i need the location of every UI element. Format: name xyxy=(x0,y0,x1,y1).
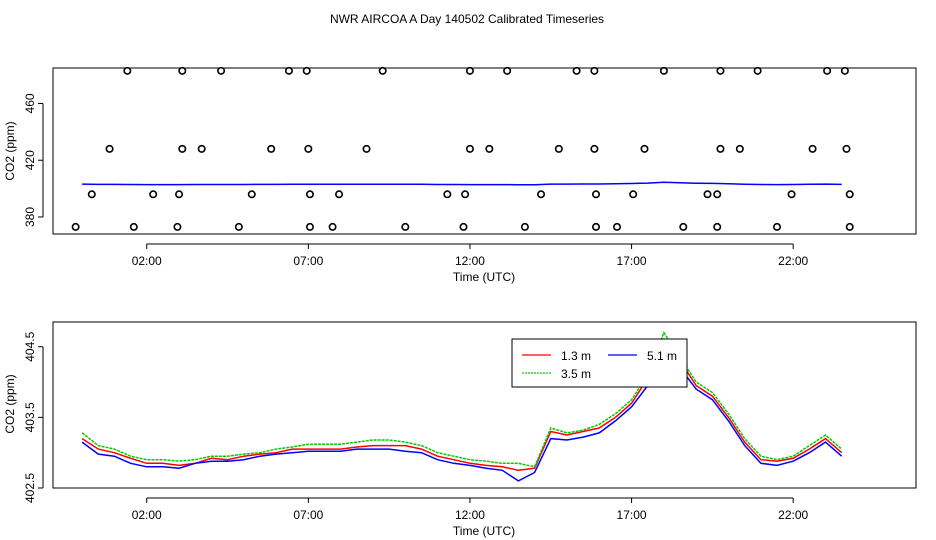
calibration-point xyxy=(129,222,138,231)
calibration-point xyxy=(640,144,649,153)
calibration-point xyxy=(659,66,668,75)
top-x-tick-label: 02:00 xyxy=(132,254,162,268)
bottom-panel-y-axis-label: CO2 (ppm) xyxy=(3,374,17,433)
calibration-point xyxy=(842,144,851,153)
bottom-y-tick-label: 403.5 xyxy=(23,402,37,432)
calibration-point xyxy=(178,66,187,75)
series-line-1-3-m xyxy=(81,341,843,472)
calibration-point xyxy=(592,190,601,199)
top-panel-y-axis-label: CO2 (ppm) xyxy=(3,121,17,180)
calibration-point xyxy=(378,66,387,75)
bottom-x-tick-label: 12:00 xyxy=(455,508,485,522)
calibration-point xyxy=(362,144,371,153)
calibration-point xyxy=(503,66,512,75)
bottom-x-tick-label: 22:00 xyxy=(778,508,808,522)
calibration-point xyxy=(461,190,470,199)
top-x-tick-label: 12:00 xyxy=(455,254,485,268)
calibration-point xyxy=(335,190,344,199)
calibration-point xyxy=(267,144,276,153)
bottom-y-tick-label: 402.5 xyxy=(23,473,37,503)
calibration-point xyxy=(753,66,762,75)
legend-label-5-1m: 5.1 m xyxy=(647,349,677,363)
legend-label-1-3m: 1.3 m xyxy=(561,349,591,363)
calibration-point xyxy=(713,190,722,199)
bottom-y-tick-label: 404.5 xyxy=(23,331,37,361)
top-panel-baseline-trace xyxy=(82,181,842,186)
calibration-point xyxy=(845,222,854,231)
calibration-point xyxy=(197,144,206,153)
calibration-point xyxy=(234,222,243,231)
calibration-point xyxy=(305,190,314,199)
calibration-point xyxy=(328,222,337,231)
calibration-point xyxy=(590,66,599,75)
bottom-x-tick-label: 17:00 xyxy=(617,508,647,522)
calibration-point xyxy=(465,144,474,153)
legend: 1.3 m 5.1 m 3.5 m xyxy=(511,338,688,388)
top-panel-calibrated-scatter: 02:00 07:00 12:00 17:00 22:00 380 420 460 Time … xyxy=(3,66,917,284)
series-line-3-5-m xyxy=(81,330,843,468)
calibration-point xyxy=(845,190,854,199)
bottom-x-tick-label: 02:00 xyxy=(132,508,162,522)
top-y-tick-label: 380 xyxy=(23,207,37,227)
calibration-point xyxy=(537,190,546,199)
calibration-point xyxy=(71,222,80,231)
calibration-point xyxy=(175,190,184,199)
calibration-point xyxy=(305,222,314,231)
calibration-point xyxy=(459,222,468,231)
calibration-point xyxy=(302,66,311,75)
calibration-point xyxy=(679,222,688,231)
calibration-point xyxy=(87,190,96,199)
top-panel-plot-frame xyxy=(52,67,917,235)
calibration-point xyxy=(284,66,293,75)
calibration-point xyxy=(613,222,622,231)
calibration-point xyxy=(105,144,114,153)
bottom-panel-x-axis-label: Time (UTC) xyxy=(453,524,515,538)
calibration-point xyxy=(520,222,529,231)
calibration-point xyxy=(629,190,638,199)
calibration-point xyxy=(840,66,849,75)
calibration-point xyxy=(716,144,725,153)
calibration-point xyxy=(735,144,744,153)
top-panel-x-axis-label: Time (UTC) xyxy=(453,270,515,284)
calibration-point xyxy=(590,144,599,153)
calibration-point xyxy=(217,66,226,75)
calibration-point xyxy=(304,144,313,153)
calibration-point xyxy=(787,190,796,199)
calibration-point xyxy=(703,190,712,199)
top-x-tick-label: 07:00 xyxy=(293,254,323,268)
top-x-tick-label: 22:00 xyxy=(778,254,808,268)
calibration-point xyxy=(465,66,474,75)
bottom-panel-co2-lines: 02:00 07:00 12:00 17:00 22:00 402.5 403.5 404.5… xyxy=(3,321,917,538)
calibration-point xyxy=(485,144,494,153)
legend-box xyxy=(511,338,688,388)
calibration-point xyxy=(123,66,132,75)
chart-title: NWR AIRCOA A Day 140502 Calibrated Times… xyxy=(330,12,604,26)
calibration-point xyxy=(173,222,182,231)
calibration-point xyxy=(149,190,158,199)
calibration-point xyxy=(572,66,581,75)
calibration-point xyxy=(823,66,832,75)
calibration-point xyxy=(773,222,782,231)
top-y-tick-label: 460 xyxy=(23,93,37,113)
calibration-point xyxy=(808,144,817,153)
series-line-5-1-m xyxy=(81,337,843,482)
calibration-point xyxy=(554,144,563,153)
calibration-point xyxy=(178,144,187,153)
bottom-panel-plot-frame xyxy=(52,321,917,489)
calibration-point xyxy=(247,190,256,199)
top-x-tick-label: 17:00 xyxy=(617,254,647,268)
calibration-point xyxy=(713,222,722,231)
top-y-tick-label: 420 xyxy=(23,150,37,170)
calibration-point xyxy=(592,222,601,231)
calibration-point xyxy=(401,222,410,231)
legend-label-3-5m: 3.5 m xyxy=(561,367,591,381)
calibration-point xyxy=(716,66,725,75)
calibration-point xyxy=(443,190,452,199)
bottom-x-tick-label: 07:00 xyxy=(293,508,323,522)
